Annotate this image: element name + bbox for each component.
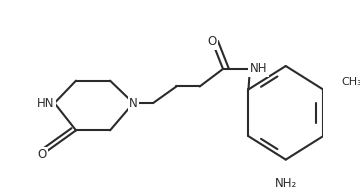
Text: NH₂: NH₂ xyxy=(275,177,297,190)
Text: O: O xyxy=(37,148,46,161)
Text: N: N xyxy=(129,97,138,110)
Text: NH: NH xyxy=(250,62,267,75)
Text: HN: HN xyxy=(37,97,54,110)
Text: CH₃: CH₃ xyxy=(341,77,360,87)
Text: O: O xyxy=(208,35,217,48)
